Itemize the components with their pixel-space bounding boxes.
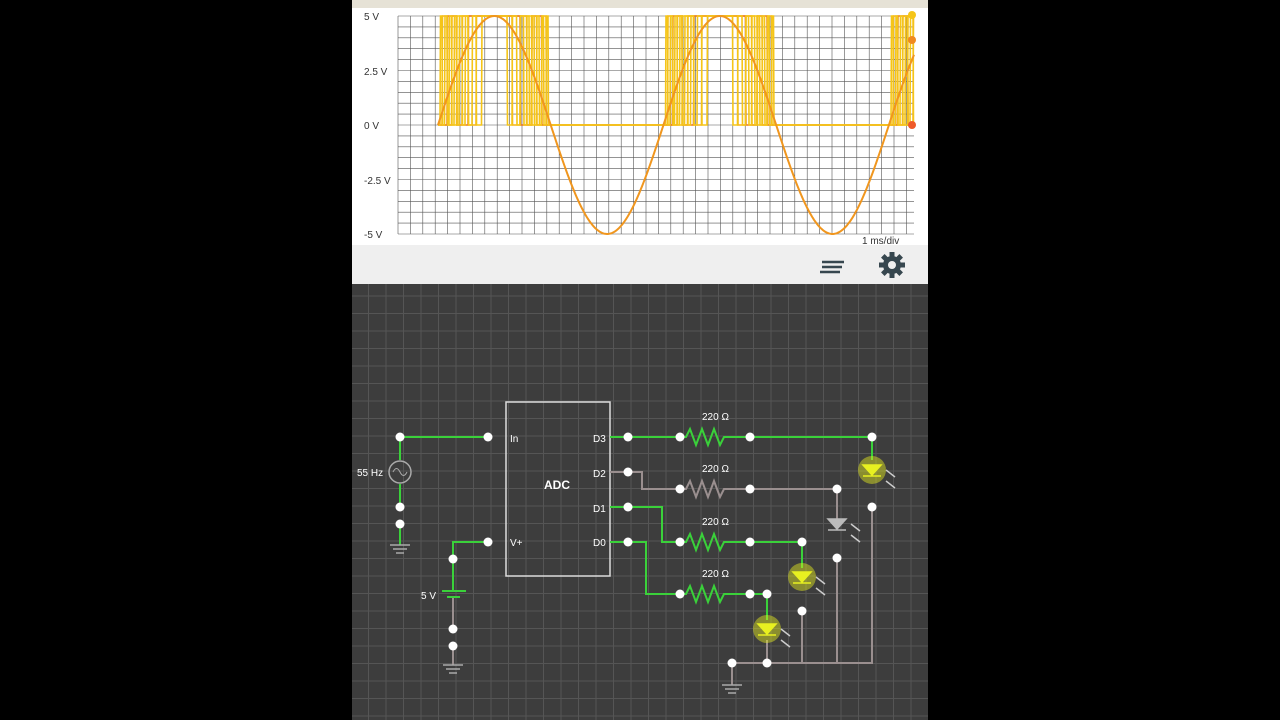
connection-node[interactable] — [832, 553, 842, 563]
pin-d3-label: D3 — [593, 434, 606, 445]
connection-node[interactable] — [483, 537, 493, 547]
channel-marker[interactable] — [908, 121, 916, 129]
battery[interactable] — [442, 590, 466, 598]
connection-node[interactable] — [623, 537, 633, 547]
pin-d0-label: D0 — [593, 538, 606, 549]
led-on[interactable] — [753, 615, 791, 648]
connection-node[interactable] — [727, 658, 737, 668]
pin-in-label: In — [510, 434, 518, 445]
connection-node[interactable] — [675, 589, 685, 599]
resistor-label: 220 Ω — [702, 412, 729, 423]
connection-node[interactable] — [745, 484, 755, 494]
adc-label: ADC — [544, 478, 570, 492]
connection-node[interactable] — [745, 537, 755, 547]
connection-node[interactable] — [483, 432, 493, 442]
connection-node[interactable] — [448, 624, 458, 634]
connection-node[interactable] — [395, 502, 405, 512]
resistor-label: 220 Ω — [702, 517, 729, 528]
connection-node[interactable] — [623, 502, 633, 512]
y-tick-label: 5 V — [364, 12, 379, 23]
connection-node[interactable] — [395, 432, 405, 442]
sine-wave-icon — [392, 468, 408, 476]
circuit-canvas[interactable]: ADC In V+ D3 D2 D1 D0 55 Hz — [352, 284, 928, 720]
led-on[interactable] — [788, 563, 826, 596]
connection-node[interactable] — [675, 537, 685, 547]
resistor-d1[interactable] — [680, 531, 750, 553]
ac-source[interactable] — [388, 460, 412, 484]
connection-node[interactable] — [745, 589, 755, 599]
resistor-d3[interactable] — [680, 426, 750, 448]
connection-node[interactable] — [675, 432, 685, 442]
connection-node[interactable] — [762, 589, 772, 599]
ground-icon — [722, 684, 742, 694]
resistor-d0[interactable] — [680, 583, 750, 605]
connection-node[interactable] — [623, 467, 633, 477]
led-on[interactable] — [858, 456, 896, 489]
connection-node[interactable] — [745, 432, 755, 442]
channel-marker[interactable] — [908, 36, 916, 44]
ground-icon — [390, 544, 410, 554]
connection-node[interactable] — [448, 641, 458, 651]
resistor-label: 220 Ω — [702, 569, 729, 580]
resistor-d2[interactable] — [680, 478, 750, 500]
connection-node[interactable] — [832, 484, 842, 494]
y-tick-label: 0 V — [364, 121, 379, 132]
settings-button[interactable] — [876, 249, 908, 281]
pin-vplus-label: V+ — [510, 538, 523, 549]
trace-sine-input — [437, 15, 915, 235]
adc-chip[interactable] — [505, 401, 611, 577]
pin-d2-label: D2 — [593, 469, 606, 480]
led-off[interactable] — [826, 518, 861, 543]
connection-node[interactable] — [675, 484, 685, 494]
pin-d1-label: D1 — [593, 504, 606, 515]
list-icon — [820, 260, 844, 274]
trace-d0 — [438, 15, 915, 126]
y-tick-label: 2.5 V — [364, 67, 388, 78]
connection-node[interactable] — [797, 537, 807, 547]
scope-toolbar — [352, 245, 928, 284]
simulator-app: 5 V 2.5 V 0 V -2.5 V -5 V 1 ms/div ADC I… — [352, 0, 928, 720]
resistor-label: 220 Ω — [702, 464, 729, 475]
gear-icon — [879, 252, 905, 278]
ground-icon — [443, 664, 463, 674]
oscilloscope-panel: 5 V 2.5 V 0 V -2.5 V -5 V 1 ms/div — [352, 0, 928, 245]
source-frequency-label: 55 Hz — [357, 468, 383, 479]
channel-marker[interactable] — [908, 11, 916, 19]
connection-node[interactable] — [623, 432, 633, 442]
y-tick-label: -5 V — [364, 230, 383, 241]
connection-node[interactable] — [762, 658, 772, 668]
connection-node[interactable] — [867, 502, 877, 512]
connection-node[interactable] — [395, 519, 405, 529]
list-button[interactable] — [816, 249, 848, 281]
battery-label: 5 V — [421, 591, 436, 602]
connection-node[interactable] — [448, 554, 458, 564]
y-tick-label: -2.5 V — [364, 176, 391, 187]
connection-node[interactable] — [797, 606, 807, 616]
time-scale-label: 1 ms/div — [862, 236, 899, 245]
connection-node[interactable] — [867, 432, 877, 442]
